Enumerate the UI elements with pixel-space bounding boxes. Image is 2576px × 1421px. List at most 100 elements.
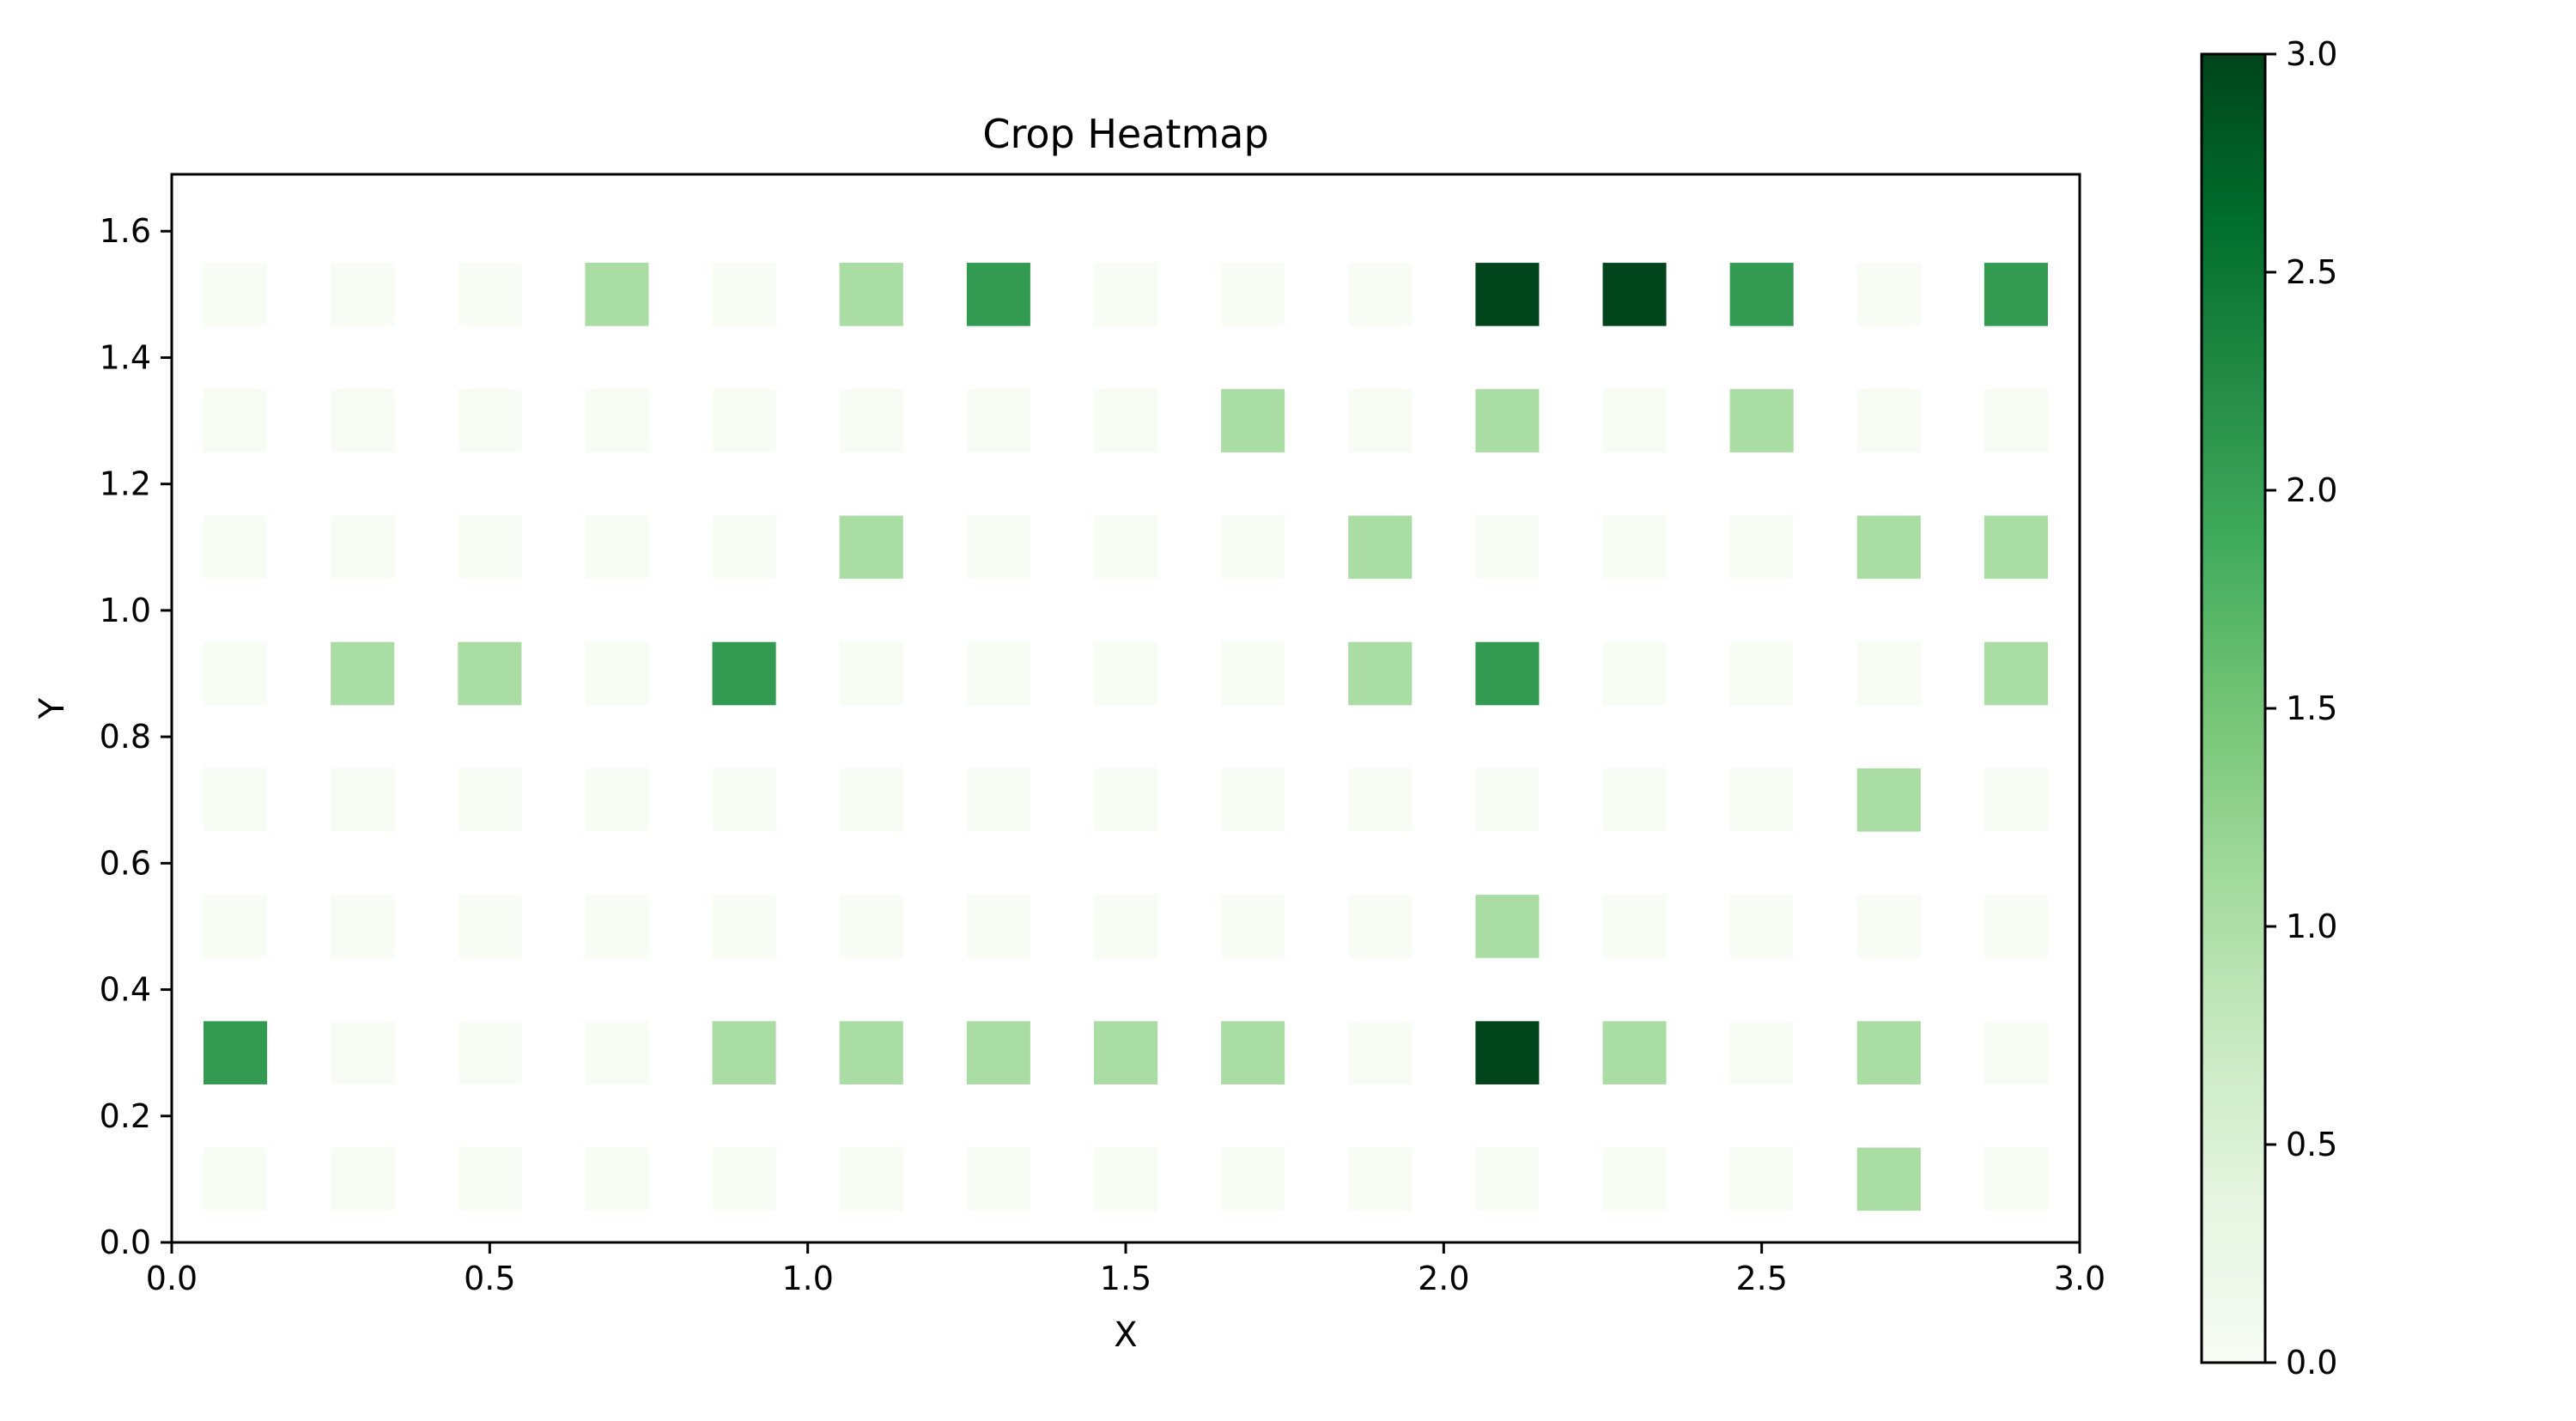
heatmap-cell [458,641,522,706]
heatmap-cell [204,768,268,832]
heatmap-cell [1602,389,1667,452]
heatmap-cell [1984,768,2048,832]
heatmap-cell [458,515,522,580]
heatmap-cell [1729,641,1794,706]
heatmap-cell [839,263,903,326]
colorbar-tick-label: 3.0 [2286,35,2337,73]
heatmap-cell [458,1021,522,1084]
y-tick-label: 0.8 [100,718,151,756]
heatmap-cell [966,768,1030,832]
heatmap-cell [331,1147,395,1211]
heatmap-cell [1093,641,1158,706]
heatmap-cell [204,641,268,706]
heatmap-cell [1729,263,1794,326]
heatmap-cell [585,263,649,326]
heatmap-cell [204,515,268,580]
heatmap-cell [1475,1147,1540,1211]
heatmap-cell [1856,1147,1921,1211]
x-tick-label: 2.5 [1735,1260,1787,1297]
heatmap-cells [204,263,2048,1211]
heatmap-cell [839,768,903,832]
heatmap-cell [1856,263,1921,326]
x-tick-label: 3.0 [2054,1260,2105,1297]
heatmap-cell [1856,768,1921,832]
heatmap-cell [1602,1021,1667,1084]
heatmap-cell [966,1021,1030,1084]
heatmap-cell [585,768,649,832]
heatmap-cell [712,515,776,580]
y-axis-ticks: 0.0 0.2 0.4 0.6 0.8 1.0 1.2 1.4 1.6 [100,212,172,1261]
heatmap-cell [1984,1021,2048,1084]
heatmap-cell [331,263,395,326]
heatmap-cell [1093,768,1158,832]
heatmap-cell [1602,1147,1667,1211]
heatmap-cell [204,389,268,452]
heatmap-cell [1602,641,1667,706]
heatmap-cell [1984,641,2048,706]
y-axis-label: Y [33,697,72,720]
y-tick-label: 0.4 [100,971,151,1009]
x-tick-label: 0.0 [146,1260,197,1297]
heatmap-cell [458,389,522,452]
x-axis-label: X [1114,1315,1137,1355]
heatmap-cell [1348,1147,1413,1211]
heatmap-cell [1856,515,1921,580]
heatmap-cell [1093,1147,1158,1211]
heatmap-cell [712,1021,776,1084]
heatmap-cell [1729,1147,1794,1211]
heatmap-cell [1984,1147,2048,1211]
heatmap-cell [1475,389,1540,452]
heatmap-cell [1348,515,1413,580]
heatmap-cell [1221,895,1285,958]
heatmap-cell [1856,641,1921,706]
heatmap-cell [1984,389,2048,452]
heatmap-cell [458,263,522,326]
heatmap-cell [1221,389,1285,452]
heatmap-cell [1348,895,1413,958]
heatmap-cell [1475,263,1540,326]
colorbar-ticks: 0.0 0.5 1.0 1.5 2.0 2.5 3.0 [2265,35,2337,1382]
heatmap-cell [1984,895,2048,958]
heatmap-cell [966,389,1030,452]
heatmap-cell [1093,263,1158,326]
heatmap-cell [1093,1021,1158,1084]
heatmap-cell [1602,263,1667,326]
heatmap-cell [712,389,776,452]
chart-title: Crop Heatmap [982,111,1268,157]
y-tick-label: 0.6 [100,844,151,882]
heatmap-cell [1856,389,1921,452]
heatmap-cell [966,1147,1030,1211]
heatmap-cell [839,1147,903,1211]
heatmap-cell [1093,515,1158,580]
heatmap-cell [1856,895,1921,958]
heatmap-cell [839,895,903,958]
colorbar-tick-label: 0.0 [2286,1344,2337,1382]
colorbar-tick-label: 0.5 [2286,1126,2337,1163]
heatmap-cell [966,641,1030,706]
heatmap-cell [1348,1021,1413,1084]
heatmap-cell [1729,515,1794,580]
heatmap-cell [331,895,395,958]
heatmap-cell [458,768,522,832]
heatmap-cell [1729,768,1794,832]
heatmap-cell [331,389,395,452]
heatmap-cell [1221,1147,1285,1211]
heatmap-cell [204,263,268,326]
heatmap-cell [585,515,649,580]
x-tick-label: 1.0 [781,1260,833,1297]
heatmap-cell [458,1147,522,1211]
heatmap-cell [712,895,776,958]
y-tick-label: 0.0 [100,1224,151,1261]
heatmap-cell [585,1147,649,1211]
heatmap-cell [839,389,903,452]
y-tick-label: 0.2 [100,1097,151,1135]
heatmap-cell [1475,641,1540,706]
heatmap-cell [1602,768,1667,832]
heatmap-cell [1602,895,1667,958]
x-tick-label: 0.5 [464,1260,515,1297]
heatmap-cell [712,641,776,706]
heatmap-cell [966,263,1030,326]
